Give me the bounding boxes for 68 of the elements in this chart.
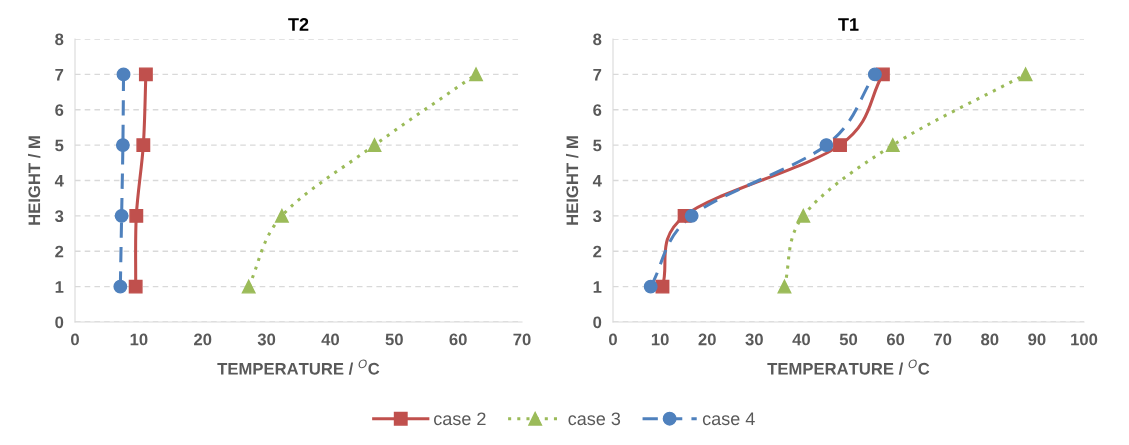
- point: [777, 279, 792, 294]
- x-tick-label: 10: [130, 333, 148, 346]
- x-tick-label: 60: [886, 333, 905, 346]
- legend-label: case 3: [568, 412, 621, 426]
- x-tick-label: 50: [385, 333, 403, 346]
- x-tick-label: 30: [745, 333, 763, 346]
- legend-label: case 2: [434, 412, 486, 426]
- x-tick-label: 70: [934, 333, 952, 346]
- x-tick-label: 30: [257, 333, 276, 346]
- y-tick-label: 3: [55, 210, 64, 223]
- y-tick-label: 8: [55, 33, 64, 46]
- y-tick-label: 4: [54, 175, 64, 187]
- x-tick-label: 0: [609, 333, 617, 346]
- y-tick-label: 6: [55, 104, 64, 116]
- point: [1018, 67, 1033, 82]
- point: [367, 138, 382, 153]
- x-tick-label: 20: [194, 333, 212, 346]
- point: [819, 138, 834, 153]
- y-tick-label: 2: [593, 245, 602, 258]
- point: [241, 279, 256, 294]
- chart-title: T2: [288, 18, 309, 31]
- point: [684, 208, 699, 223]
- x-tick-label: 10: [651, 333, 669, 346]
- point: [655, 279, 670, 294]
- point: [116, 67, 131, 82]
- chart-title: T1: [838, 18, 859, 31]
- y-tick-label: 6: [593, 104, 602, 116]
- point: [796, 208, 811, 223]
- y-tick-label: 2: [55, 245, 64, 258]
- x-tick-label: 60: [449, 333, 467, 346]
- point: [128, 279, 143, 294]
- x-tick-label: 50: [839, 333, 858, 346]
- y-tick-label: 7: [55, 68, 64, 81]
- x-tick-label: 100: [1071, 333, 1098, 346]
- y-axis-title: HEIGHT / M: [565, 136, 579, 225]
- y-tick-label: 8: [593, 33, 602, 46]
- x-tick-label: 80: [981, 333, 999, 346]
- point: [643, 279, 658, 294]
- y-tick-label: 0: [55, 316, 64, 329]
- x-tick-label: 40: [321, 333, 340, 346]
- point: [274, 208, 289, 223]
- x-axis-title: TEMPERATURE / $^{O}$C: [217, 359, 380, 375]
- point: [129, 208, 144, 223]
- point: [885, 138, 900, 153]
- y-tick-label: 5: [593, 139, 602, 152]
- point: [114, 208, 129, 223]
- x-tick-label: 90: [1028, 333, 1046, 346]
- x-tick-label: 0: [71, 333, 79, 346]
- point: [833, 138, 847, 153]
- y-tick-label: 3: [593, 210, 602, 223]
- x-tick-label: 70: [513, 333, 531, 346]
- y-axis-title: HEIGHT / M: [27, 136, 41, 225]
- y-tick-label: 1: [593, 281, 602, 293]
- y-tick-label: 1: [55, 281, 64, 293]
- legend-label: case 4: [702, 412, 755, 426]
- y-tick-label: 7: [593, 68, 602, 81]
- point: [469, 67, 483, 82]
- y-tick-label: 5: [55, 139, 64, 152]
- x-tick-label: 40: [792, 333, 810, 346]
- x-axis-title: TEMPERATURE / $^{O}$C: [767, 359, 930, 375]
- point: [113, 279, 128, 294]
- point: [115, 138, 130, 153]
- point: [138, 67, 153, 82]
- x-tick-label: 20: [698, 333, 716, 346]
- point: [136, 138, 151, 153]
- y-tick-label: 0: [593, 316, 602, 329]
- y-tick-label: 4: [592, 175, 602, 187]
- point: [867, 67, 882, 82]
